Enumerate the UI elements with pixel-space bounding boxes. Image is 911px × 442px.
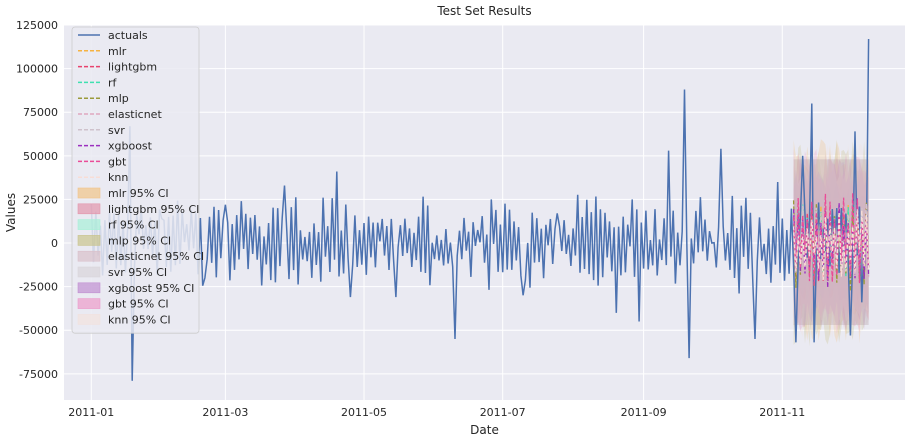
x-tick-label: 2011-01 — [68, 406, 114, 419]
legend-swatch — [77, 250, 101, 262]
forecast-layer — [792, 193, 870, 292]
y-tick-label: 100000 — [16, 63, 58, 76]
legend-box — [71, 26, 200, 334]
legend-label: mlr — [108, 45, 127, 58]
x-tick-label: 2011-09 — [621, 406, 667, 419]
legend-label: elasticnet — [108, 108, 162, 121]
x-tick-label: 2011-05 — [341, 406, 387, 419]
legend: actuals mlr lightgbm rf mlp elasticnet svr xgbo… — [71, 26, 204, 334]
legend-label: rf 95% CI — [108, 219, 159, 232]
y-tick-labels: -75000 -50000 -25000 0 25000 50000 75000 100000… — [16, 19, 58, 381]
forecast-line-knn — [792, 209, 870, 281]
legend-label: knn 95% CI — [108, 313, 171, 326]
y-tick-label: -50000 — [19, 324, 58, 337]
y-axis-title: Values — [4, 193, 18, 232]
plot-area — [64, 25, 905, 400]
y-tick-label: 25000 — [23, 193, 58, 206]
legend-swatch — [77, 219, 101, 230]
legend-swatch — [77, 282, 101, 294]
legend-label: xgboost — [108, 140, 153, 153]
legend-swatch — [77, 298, 101, 309]
legend-label: mlp — [108, 92, 129, 105]
legend-label: actuals — [108, 29, 148, 42]
legend-swatch — [77, 266, 101, 278]
legend-swatch — [77, 235, 101, 246]
legend-label: elasticnet 95% CI — [108, 250, 204, 263]
x-tick-label: 2011-03 — [202, 406, 248, 419]
gridlines — [64, 24, 905, 400]
y-tick-label: -75000 — [19, 368, 58, 381]
legend-label: knn — [108, 171, 128, 184]
legend-label: gbt — [108, 155, 127, 168]
legend-label: gbt 95% CI — [108, 298, 169, 311]
x-axis-title: Date — [470, 423, 499, 437]
x-tick-label: 2011-07 — [480, 406, 526, 419]
y-tick-label: 0 — [51, 237, 58, 250]
chart-title: Test Set Results — [436, 4, 531, 18]
x-tick-label: 2011-11 — [759, 406, 805, 419]
legend-label: lightgbm 95% CI — [108, 203, 199, 216]
legend-swatch — [77, 187, 101, 199]
legend-label: xgboost 95% CI — [108, 282, 194, 295]
legend-swatch — [77, 203, 101, 215]
legend-swatch — [77, 314, 101, 325]
actuals-layer — [90, 38, 870, 381]
y-tick-label: 50000 — [23, 150, 58, 163]
legend-label: svr — [108, 124, 125, 137]
legend-label: svr 95% CI — [108, 266, 167, 279]
y-tick-label: 125000 — [16, 19, 58, 32]
legend-label: rf — [108, 76, 118, 89]
x-tick-labels: 2011-01 2011-03 2011-05 2011-07 2011-09 2011-… — [68, 406, 805, 419]
legend-label: mlp 95% CI — [108, 234, 171, 247]
y-tick-label: 75000 — [23, 106, 58, 119]
legend-label: mlr 95% CI — [108, 187, 169, 200]
y-tick-label: -25000 — [19, 281, 58, 294]
actuals-line — [90, 38, 870, 381]
legend-label: lightgbm — [108, 61, 157, 74]
